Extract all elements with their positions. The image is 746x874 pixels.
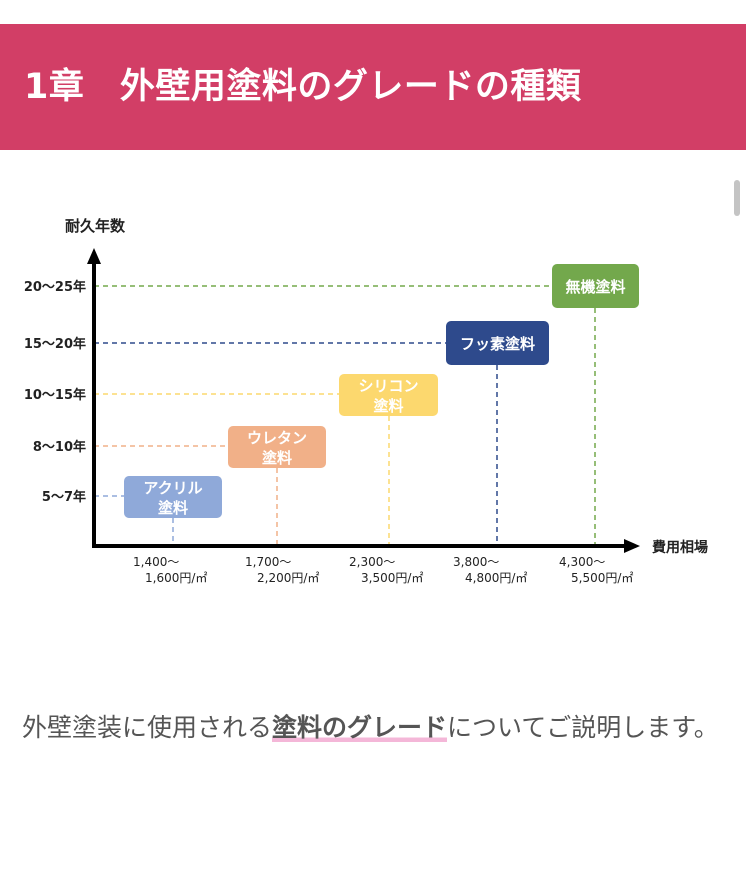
paint-box-label: 塗料 bbox=[262, 449, 292, 467]
paint-box-label: 塗料 bbox=[373, 397, 403, 415]
y-tick-label: 10〜15年 bbox=[24, 387, 86, 403]
paint-box bbox=[552, 264, 639, 308]
highlight-link[interactable]: 塗料のグレード bbox=[272, 713, 448, 742]
x-tick-label: 1,600円/㎡ bbox=[145, 571, 207, 585]
chapter-banner: 1章 外壁用塗料のグレードの種類 bbox=[0, 24, 746, 150]
y-tick-label: 5〜7年 bbox=[42, 489, 86, 505]
x-tick-label: 1,700〜 bbox=[245, 555, 291, 569]
y-tick-label: 8〜10年 bbox=[33, 439, 86, 455]
paint-box bbox=[339, 374, 438, 416]
paint-box-label: シリコン bbox=[358, 377, 418, 395]
paint-box-label: アクリル bbox=[143, 479, 202, 497]
paint-box bbox=[228, 426, 326, 468]
paint-box-label: 塗料 bbox=[158, 499, 188, 517]
x-tick-label: 3,800〜 bbox=[453, 555, 499, 569]
x-tick-label: 2,300〜 bbox=[349, 555, 395, 569]
x-tick-label: 2,200円/㎡ bbox=[257, 571, 319, 585]
x-tick-label: 1,400〜 bbox=[133, 555, 179, 569]
y-axis-label: 耐久年数 bbox=[65, 217, 126, 235]
paint-box-label: 無機塗料 bbox=[565, 278, 625, 296]
x-tick-label: 5,500円/㎡ bbox=[571, 571, 633, 585]
scrollbar-thumb[interactable] bbox=[734, 180, 740, 216]
paint-box bbox=[446, 321, 549, 365]
paint-box-label: フッ素塗料 bbox=[460, 335, 535, 353]
x-axis-label: 費用相場 bbox=[652, 539, 708, 556]
y-tick-label: 15〜20年 bbox=[24, 336, 86, 352]
paint-box-label: ウレタン bbox=[247, 429, 307, 447]
intro-text-before: 外壁塗装に使用される bbox=[22, 713, 273, 742]
x-tick-label: 3,500円/㎡ bbox=[361, 571, 423, 585]
y-tick-label: 20〜25年 bbox=[24, 279, 86, 295]
x-axis-arrow bbox=[624, 539, 640, 553]
x-tick-label: 4,300〜 bbox=[559, 555, 605, 569]
intro-text-after: についてご説明します。 bbox=[447, 713, 719, 742]
chart-svg: アクリル塗料ウレタン塗料シリコン塗料フッ素塗料無機塗料耐久年数費用相場20〜25… bbox=[24, 217, 708, 585]
paint-grade-chart: アクリル 塗料 ウレタン 塗料 シリコン 塗料 フッ素塗料 無機塗料 耐久年数 費用相場 20〜25… bbox=[0, 200, 746, 600]
x-tick-label: 4,800円/㎡ bbox=[465, 571, 527, 585]
paint-box bbox=[124, 476, 222, 518]
intro-paragraph: 外壁塗装に使用される塗料のグレードについてご説明します。 bbox=[22, 704, 722, 752]
y-axis-arrow bbox=[87, 248, 101, 264]
chapter-title: 1章 外壁用塗料のグレードの種類 bbox=[24, 67, 582, 107]
